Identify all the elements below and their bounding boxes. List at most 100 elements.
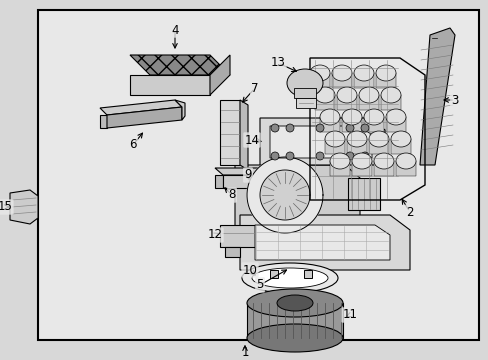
Polygon shape	[209, 55, 229, 95]
Ellipse shape	[346, 124, 353, 132]
Polygon shape	[240, 215, 409, 270]
Text: 10: 10	[242, 264, 257, 276]
Polygon shape	[295, 98, 315, 108]
Text: 8: 8	[228, 189, 235, 202]
Ellipse shape	[270, 124, 279, 132]
Ellipse shape	[242, 263, 337, 293]
Bar	[390, 139, 410, 154]
Ellipse shape	[246, 324, 342, 352]
Bar	[363, 117, 383, 132]
Ellipse shape	[363, 109, 383, 125]
Polygon shape	[269, 126, 371, 158]
Text: 12: 12	[207, 229, 222, 242]
Polygon shape	[100, 115, 107, 128]
Ellipse shape	[276, 295, 312, 311]
Polygon shape	[419, 28, 454, 165]
Ellipse shape	[246, 289, 342, 317]
Polygon shape	[215, 175, 223, 188]
Bar	[385, 117, 405, 132]
Bar	[373, 161, 393, 176]
Bar	[351, 161, 371, 176]
Bar	[309, 73, 329, 88]
Polygon shape	[260, 170, 309, 220]
Text: 7: 7	[251, 81, 258, 94]
Bar	[293, 88, 315, 98]
Polygon shape	[260, 118, 384, 165]
Bar	[220, 225, 254, 247]
Bar	[336, 95, 356, 110]
Text: 11: 11	[342, 309, 357, 321]
Text: 6: 6	[129, 139, 137, 152]
Ellipse shape	[341, 109, 361, 125]
Polygon shape	[223, 175, 267, 188]
Ellipse shape	[285, 124, 293, 132]
Ellipse shape	[329, 153, 349, 169]
Ellipse shape	[358, 87, 378, 103]
Ellipse shape	[336, 87, 356, 103]
Polygon shape	[100, 100, 182, 115]
Polygon shape	[215, 168, 267, 175]
Text: 13: 13	[270, 57, 285, 69]
Polygon shape	[130, 75, 209, 95]
Bar	[331, 73, 351, 88]
Ellipse shape	[331, 65, 351, 81]
Ellipse shape	[270, 152, 279, 160]
Ellipse shape	[346, 131, 366, 147]
Bar	[368, 139, 388, 154]
Polygon shape	[175, 100, 184, 120]
Bar	[353, 73, 373, 88]
Ellipse shape	[325, 131, 345, 147]
Bar	[358, 95, 378, 110]
Bar	[346, 139, 366, 154]
Bar	[269, 270, 278, 278]
Ellipse shape	[351, 153, 371, 169]
Polygon shape	[246, 157, 323, 233]
Bar	[314, 95, 334, 110]
Text: 5: 5	[256, 279, 263, 292]
Text: 9: 9	[244, 168, 251, 181]
Polygon shape	[130, 55, 229, 75]
Ellipse shape	[346, 152, 353, 160]
Bar	[224, 247, 240, 257]
Bar	[246, 303, 342, 338]
Ellipse shape	[395, 153, 415, 169]
Ellipse shape	[385, 109, 405, 125]
Ellipse shape	[373, 153, 393, 169]
Text: 14: 14	[244, 134, 259, 147]
Ellipse shape	[368, 131, 388, 147]
Bar	[341, 117, 361, 132]
Text: 15: 15	[0, 201, 12, 213]
Text: 2: 2	[406, 206, 413, 219]
Polygon shape	[235, 165, 359, 240]
Ellipse shape	[353, 65, 373, 81]
Text: 1: 1	[241, 346, 248, 360]
Bar	[319, 117, 339, 132]
Ellipse shape	[360, 152, 368, 160]
Text: 3: 3	[450, 94, 458, 107]
Ellipse shape	[251, 268, 327, 288]
Ellipse shape	[390, 131, 410, 147]
Ellipse shape	[309, 65, 329, 81]
Bar	[380, 95, 400, 110]
Bar	[395, 161, 415, 176]
Bar	[329, 161, 349, 176]
Ellipse shape	[315, 152, 324, 160]
Polygon shape	[220, 100, 240, 165]
Ellipse shape	[315, 124, 324, 132]
Ellipse shape	[286, 69, 323, 97]
Polygon shape	[254, 225, 389, 260]
Ellipse shape	[360, 124, 368, 132]
Polygon shape	[240, 100, 247, 170]
Polygon shape	[347, 178, 379, 210]
Polygon shape	[107, 107, 182, 128]
Ellipse shape	[375, 65, 395, 81]
Text: 4: 4	[171, 23, 179, 36]
Ellipse shape	[319, 109, 339, 125]
Ellipse shape	[380, 87, 400, 103]
Bar	[304, 270, 311, 278]
Polygon shape	[10, 190, 38, 224]
Ellipse shape	[285, 152, 293, 160]
Ellipse shape	[314, 87, 334, 103]
Bar	[375, 73, 395, 88]
Bar	[325, 139, 345, 154]
